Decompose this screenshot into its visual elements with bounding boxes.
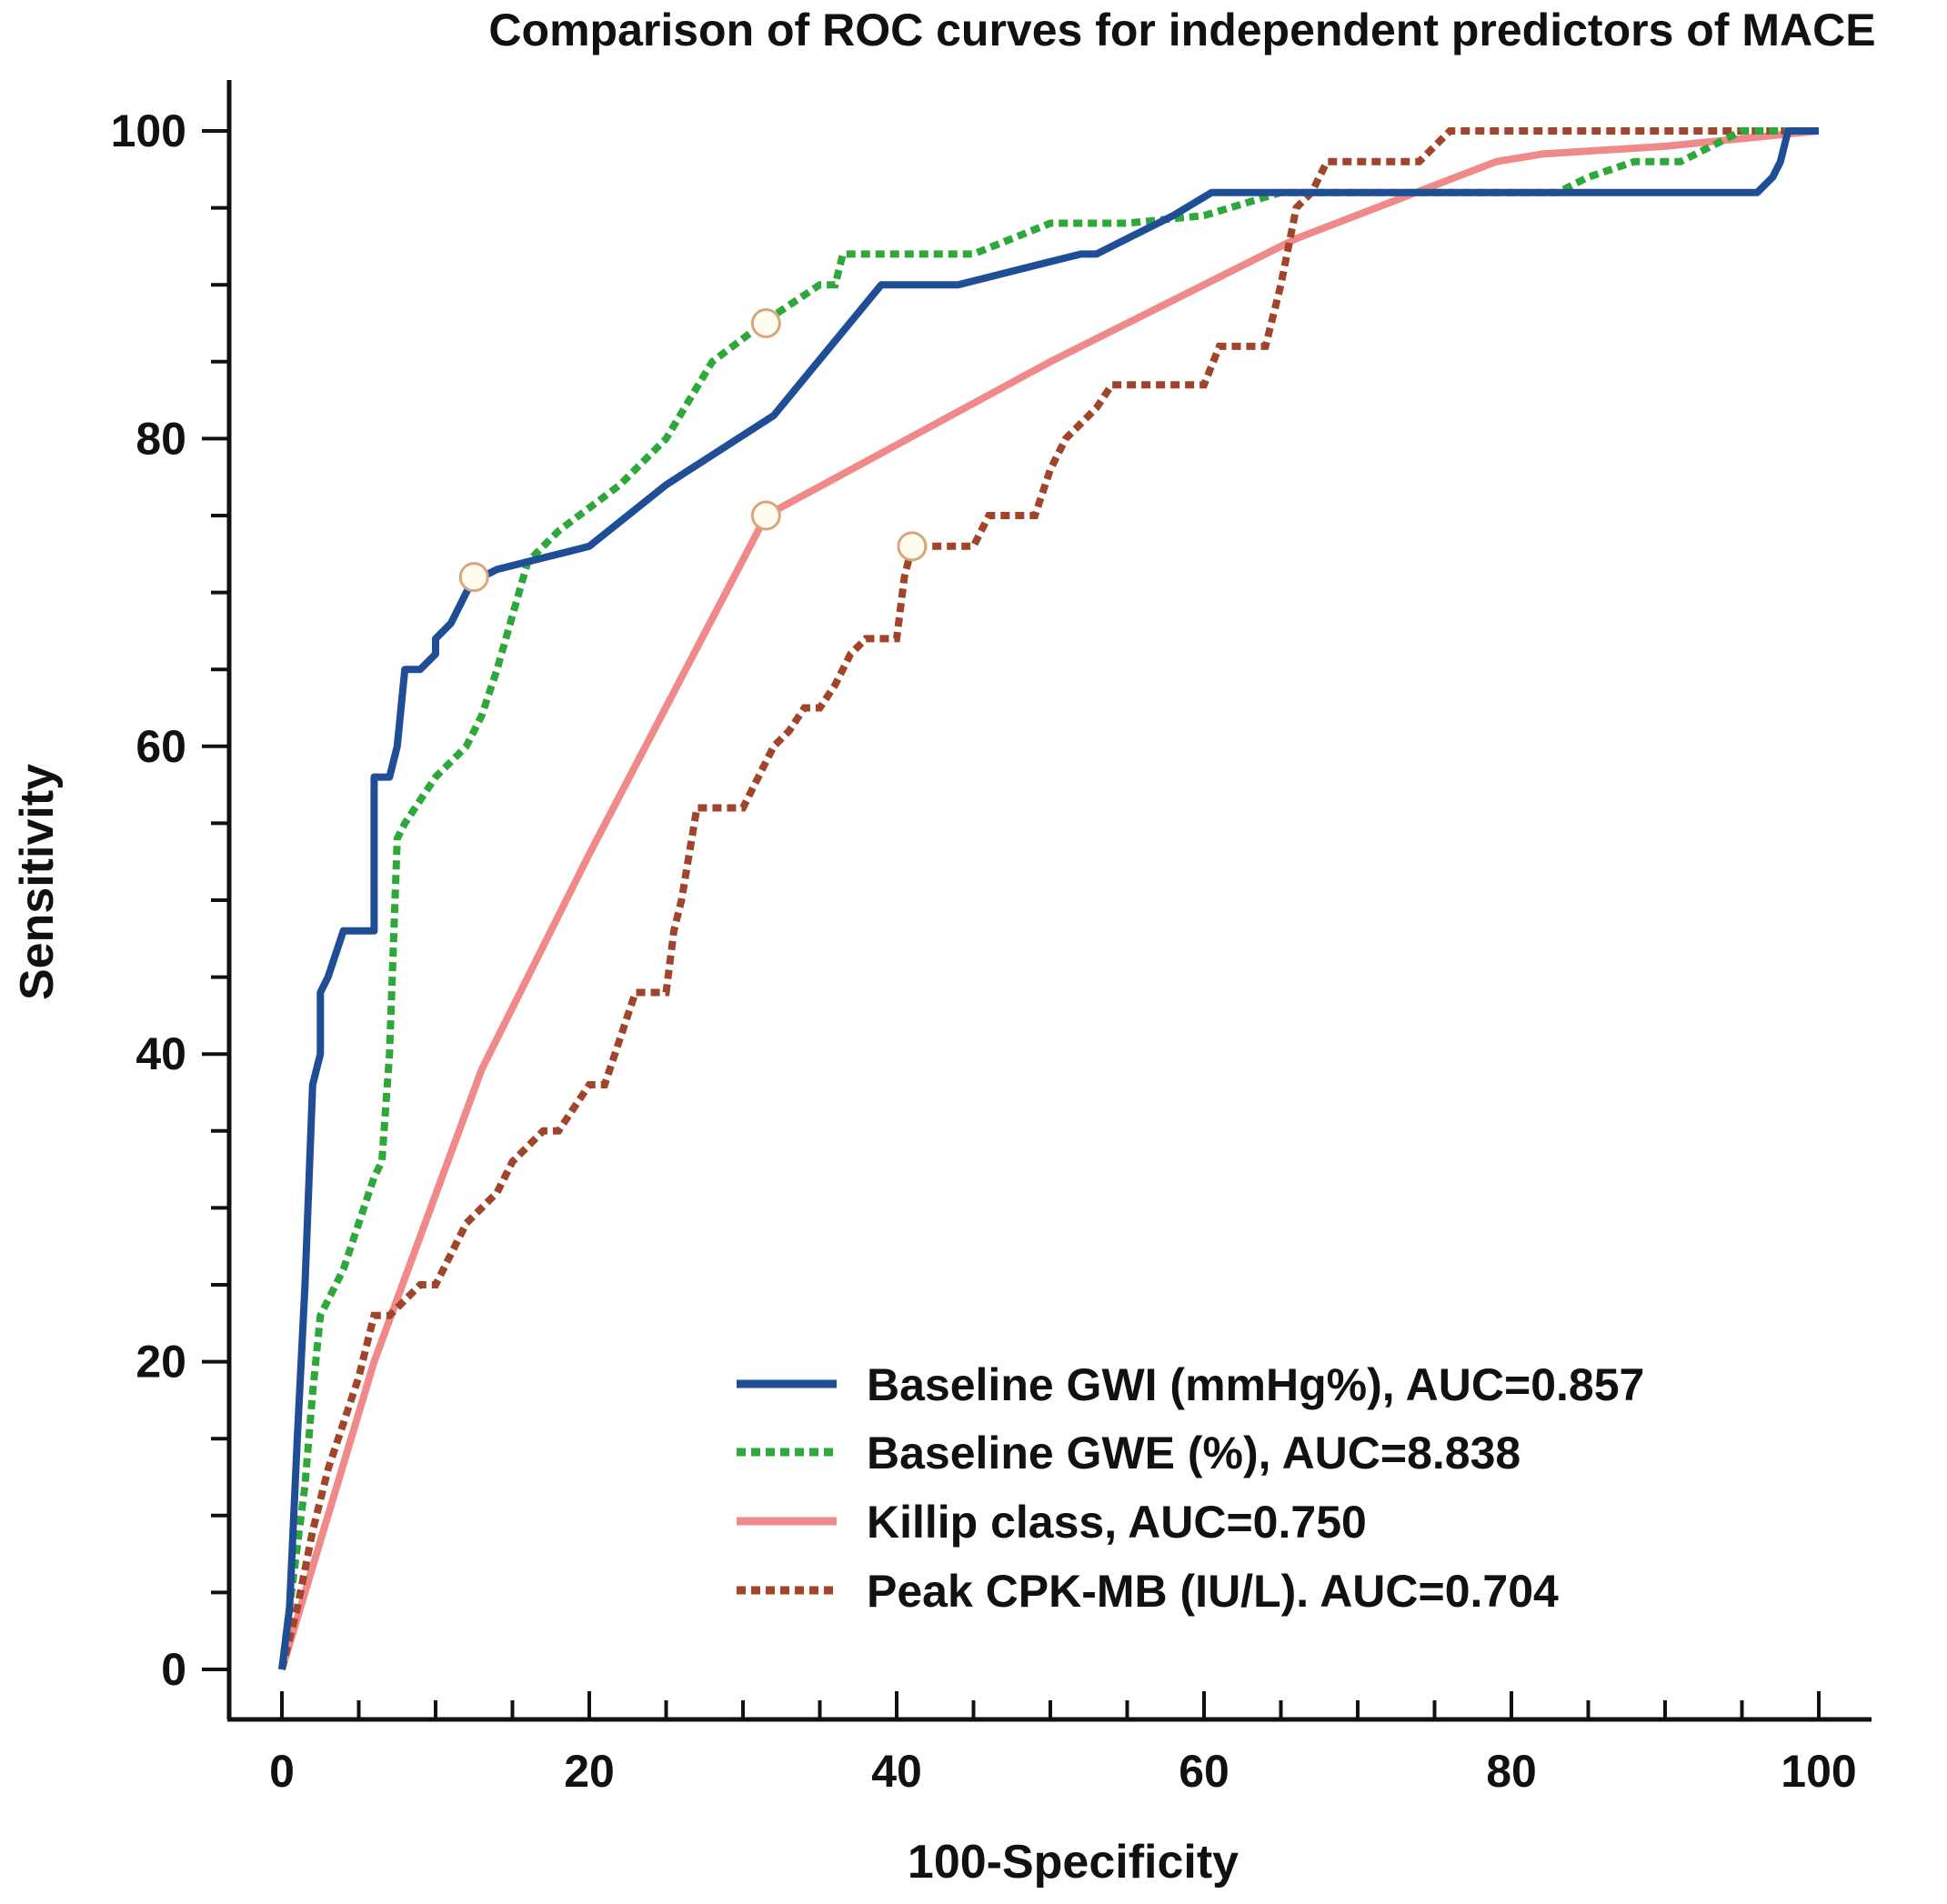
x-tick-label: 60: [1179, 1746, 1229, 1797]
x-ticks: 0 20 40 60 80 100: [269, 1691, 1857, 1797]
cutoff-marker-gwi: [458, 562, 489, 593]
x-tick-label: 100: [1781, 1746, 1856, 1797]
legend-item-gwi: Baseline GWI (mmHg%), AUC=0.857: [737, 1359, 1644, 1410]
y-axis-label: Sensitivity: [11, 764, 64, 1000]
y-tick-label: 60: [135, 721, 186, 772]
legend-item-gwe: Baseline GWE (%), AUC=8.838: [737, 1428, 1520, 1478]
y-ticks: 0 20 40 60 80 100: [111, 105, 229, 1695]
x-tick-label: 0: [269, 1746, 295, 1797]
legend-item-killip: Killip class, AUC=0.750: [737, 1497, 1367, 1548]
cutoff-marker-gwe: [750, 308, 781, 338]
legend-label-cpk: Peak CPK-MB (IU/L). AUC=0.704: [867, 1566, 1559, 1617]
cutoff-marker-killip: [750, 500, 781, 531]
y-tick-label: 20: [135, 1337, 186, 1388]
legend-label-gwi: Baseline GWI (mmHg%), AUC=0.857: [867, 1359, 1644, 1410]
series-line-killip: [278, 127, 1820, 1671]
legend-item-cpk: Peak CPK-MB (IU/L). AUC=0.704: [737, 1566, 1559, 1617]
y-tick-label: 40: [135, 1028, 186, 1079]
x-tick-label: 20: [564, 1746, 615, 1797]
legend-label-killip: Killip class, AUC=0.750: [867, 1497, 1367, 1548]
cutoff-marker-cpk: [897, 531, 928, 562]
x-tick-label: 80: [1486, 1746, 1537, 1797]
legend-label-gwe: Baseline GWE (%), AUC=8.838: [867, 1428, 1520, 1478]
y-tick-label: 0: [161, 1644, 186, 1695]
series-line-cpk: [278, 127, 1819, 1670]
y-tick-label: 80: [135, 413, 186, 464]
cutoff-markers: [458, 308, 928, 593]
y-tick-label: 100: [111, 105, 186, 156]
x-tick-label: 40: [871, 1746, 922, 1797]
x-axis-label: 100-Specificity: [908, 1836, 1239, 1889]
legend: Baseline GWI (mmHg%), AUC=0.857 Baseline…: [737, 1359, 1644, 1617]
chart-title: Comparison of ROC curves for independent…: [488, 5, 1875, 55]
